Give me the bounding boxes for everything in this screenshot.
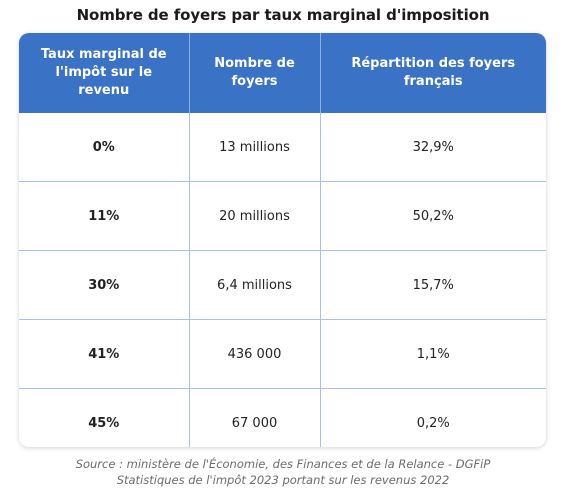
cell-rate: 41% [19,319,190,389]
header-row: Taux marginal de l'impôt sur le revenu N… [19,33,546,113]
cell-rate: 11% [19,181,190,251]
cell-households: 13 millions [189,113,321,182]
table-body: 0% 13 millions 32,9% 11% 20 millions 50,… [19,113,546,447]
source-line-1: Source : ministère de l'Économie, des Fi… [75,457,491,471]
table-row: 41% 436 000 1,1% [19,319,546,389]
cell-share: 0,2% [416,415,450,431]
table-row: 45% 67 000 0,2% [19,388,546,447]
table-row: 30% 6,4 millions 15,7% [19,250,546,320]
table-row: 0% 13 millions 32,9% [19,113,546,182]
column-header-households: Nombre de foyers [189,33,321,113]
tax-rate-table: Taux marginal de l'impôt sur le revenu N… [19,33,546,447]
cell-households: 6,4 millions [189,250,321,320]
source-note: Source : ministère de l'Économie, des Fi… [0,456,566,488]
column-header-rate: Taux marginal de l'impôt sur le revenu [19,33,190,113]
table-row: 11% 20 millions 50,2% [19,181,546,251]
cell-households: 436 000 [189,319,321,389]
cell-share: 50,2% [320,181,546,251]
cell-households: 67 000 [189,388,321,447]
cell-rate: 0% [19,113,190,182]
column-header-share: Répartition des foyers français [320,33,546,113]
table-title: Nombre de foyers par taux marginal d'imp… [76,6,490,24]
table-header: Taux marginal de l'impôt sur le revenu N… [19,33,546,113]
source-line-2: Statistiques de l'impôt 2023 portant sur… [116,473,450,487]
cell-rate: 45% [19,388,190,447]
cell-share: 15,7% [320,250,546,320]
cell-households: 20 millions [189,181,321,251]
cell-rate: 30% [19,250,190,320]
cell-share: 1,1% [320,319,546,389]
data-table: Taux marginal de l'impôt sur le revenu N… [19,33,546,447]
cell-share: 32,9% [320,113,546,182]
